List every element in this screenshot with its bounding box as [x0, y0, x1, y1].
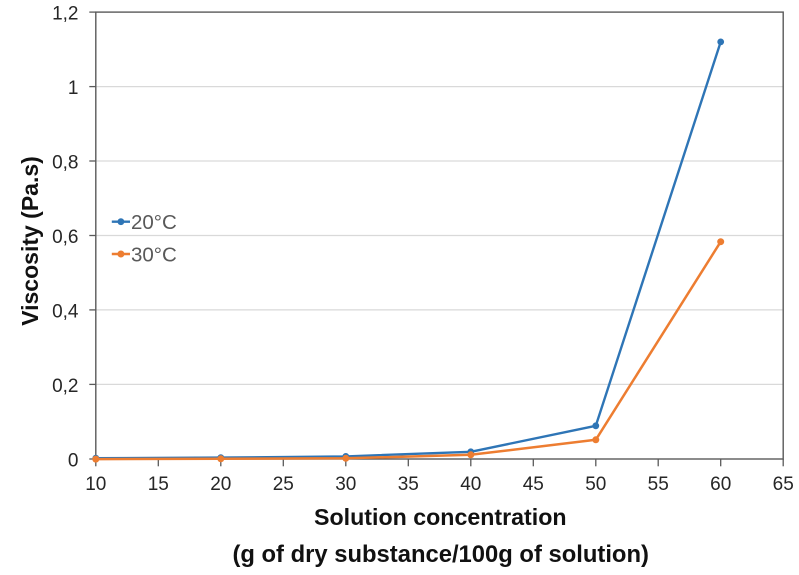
svg-text:30°C: 30°C [131, 244, 177, 267]
svg-text:65: 65 [773, 474, 794, 495]
svg-text:20°C: 20°C [131, 211, 177, 234]
svg-text:0,2: 0,2 [52, 376, 78, 397]
svg-text:10: 10 [85, 474, 106, 495]
svg-text:55: 55 [648, 474, 669, 495]
svg-text:45: 45 [523, 474, 544, 495]
svg-text:60: 60 [710, 474, 731, 495]
svg-text:1,2: 1,2 [52, 4, 78, 25]
svg-text:Solution concentration: Solution concentration [314, 504, 566, 530]
svg-text:0: 0 [68, 451, 79, 472]
svg-text:20: 20 [210, 474, 231, 495]
svg-text:0,8: 0,8 [52, 153, 78, 174]
svg-text:15: 15 [148, 474, 169, 495]
svg-text:1: 1 [68, 78, 79, 99]
svg-text:40: 40 [460, 474, 481, 495]
svg-text:Viscosity (Pa.s): Viscosity (Pa.s) [17, 156, 43, 326]
svg-text:0,4: 0,4 [52, 301, 79, 322]
svg-text:50: 50 [585, 474, 606, 495]
svg-text:0,6: 0,6 [52, 227, 78, 248]
svg-text:35: 35 [398, 474, 419, 495]
svg-text:25: 25 [273, 474, 294, 495]
svg-text:30: 30 [335, 474, 356, 495]
svg-text:(g of dry substance/100g of so: (g of dry substance/100g of solution) [232, 541, 648, 568]
